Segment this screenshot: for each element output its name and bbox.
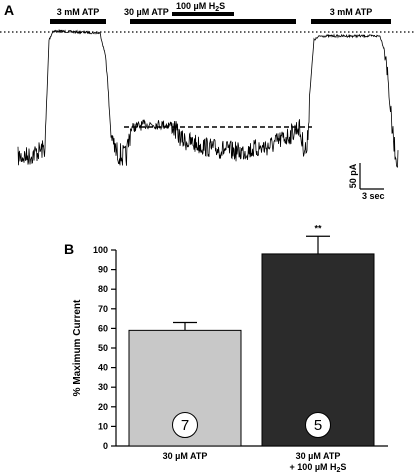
- n-circle: [172, 412, 198, 438]
- panel-a-label: A: [4, 2, 14, 18]
- bar-label-h2s-tail: S: [219, 1, 225, 11]
- y-tick-label: 30: [98, 382, 108, 392]
- bar-atp-30um: [130, 19, 296, 24]
- bar-label-h2s: 100 µM H2S: [176, 1, 225, 13]
- bar-atp-3mm-2: [311, 19, 391, 24]
- n-label: 7: [181, 417, 189, 434]
- bars: 7 5 **: [128, 223, 375, 447]
- bar-label-h2s-sub: 2: [215, 6, 219, 13]
- bar-atp-3mm-1: [50, 19, 106, 24]
- y-tick-label: 0: [103, 441, 108, 451]
- y-tick-label: 20: [98, 402, 108, 412]
- significance-label: **: [314, 223, 322, 233]
- y-ticks: 0 10 20 30 40 50 60 70 80 90 100: [93, 245, 116, 451]
- y-tick-label: 90: [98, 265, 108, 275]
- y-tick-label: 40: [98, 363, 108, 373]
- panel-b: B % Maximum Current 0 10 20 30 40 50 60 70 80 90 1…: [64, 223, 388, 474]
- scale-time-label: 3 sec: [362, 191, 385, 201]
- panel-a: A 3 mM ATP 30 µM ATP 100 µM H2S 3 mM ATP…: [0, 1, 416, 201]
- y-tick-label: 80: [98, 284, 108, 294]
- bar-label-atp-3mm-2: 3 mM ATP: [330, 7, 373, 17]
- x-category-label: + 100 µM H2S: [290, 462, 347, 474]
- current-trace: [17, 28, 399, 168]
- bar-h2s: [172, 12, 234, 16]
- x-category-labels: 30 µM ATP 30 µM ATP+ 100 µM H2S: [163, 451, 347, 474]
- x-category-label: 30 µM ATP: [296, 451, 341, 461]
- y-tick-label: 10: [98, 421, 108, 431]
- bar-label-atp-3mm-1: 3 mM ATP: [57, 7, 100, 17]
- bar-label-atp-30um: 30 µM ATP: [124, 7, 169, 17]
- n-circle: [305, 412, 331, 438]
- panel-b-label: B: [64, 241, 74, 257]
- n-label: 5: [314, 417, 322, 434]
- y-tick-label: 50: [98, 343, 108, 353]
- y-axis-label: % Maximum Current: [72, 299, 83, 396]
- scale-current-label: 50 pA: [348, 163, 358, 188]
- y-tick-label: 70: [98, 304, 108, 314]
- x-category-label: 30 µM ATP: [163, 451, 208, 461]
- y-tick-label: 60: [98, 323, 108, 333]
- y-tick-label: 100: [93, 245, 108, 255]
- bar-label-h2s-main: 100 µM H: [176, 1, 215, 11]
